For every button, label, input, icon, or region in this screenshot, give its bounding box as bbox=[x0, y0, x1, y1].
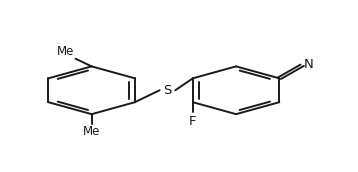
Text: S: S bbox=[163, 84, 171, 97]
Text: Me: Me bbox=[57, 45, 74, 58]
Text: Me: Me bbox=[83, 125, 100, 138]
Text: N: N bbox=[304, 58, 314, 71]
Text: F: F bbox=[189, 115, 197, 128]
